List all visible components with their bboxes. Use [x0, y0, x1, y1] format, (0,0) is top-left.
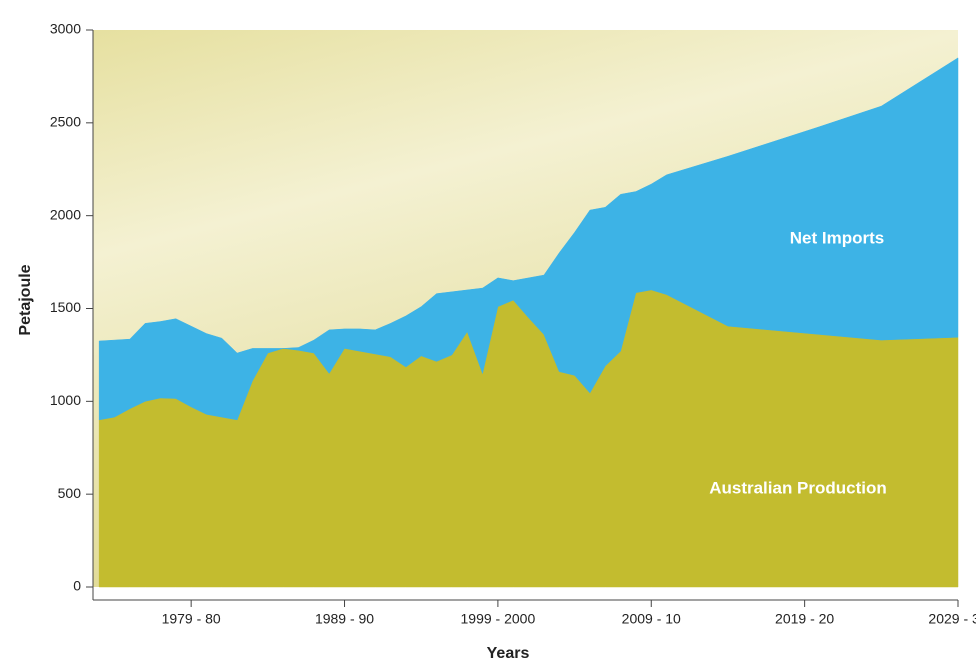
production-label: Australian Production: [709, 478, 887, 497]
y-tick-label: 2000: [50, 206, 81, 222]
y-tick-label: 500: [58, 485, 82, 501]
y-tick-label: 1500: [50, 299, 81, 315]
x-tick-label: 2019 - 20: [775, 611, 834, 627]
y-tick-label: 2500: [50, 114, 81, 130]
y-tick-label: 3000: [50, 21, 81, 37]
x-tick-label: 1999 - 2000: [461, 611, 536, 627]
x-tick-label: 1989 - 90: [315, 611, 374, 627]
net-imports-label: Net Imports: [790, 228, 884, 247]
y-axis-title: Petajoule: [17, 264, 34, 335]
x-tick-label: 2029 - 30: [928, 611, 976, 627]
x-axis-title: Years: [487, 645, 530, 662]
y-tick-label: 0: [73, 578, 81, 594]
y-tick-label: 1000: [50, 392, 81, 408]
chart: Net Imports Australian Production Years …: [0, 0, 976, 664]
x-tick-label: 1979 - 80: [162, 611, 221, 627]
x-tick-label: 2009 - 10: [622, 611, 681, 627]
